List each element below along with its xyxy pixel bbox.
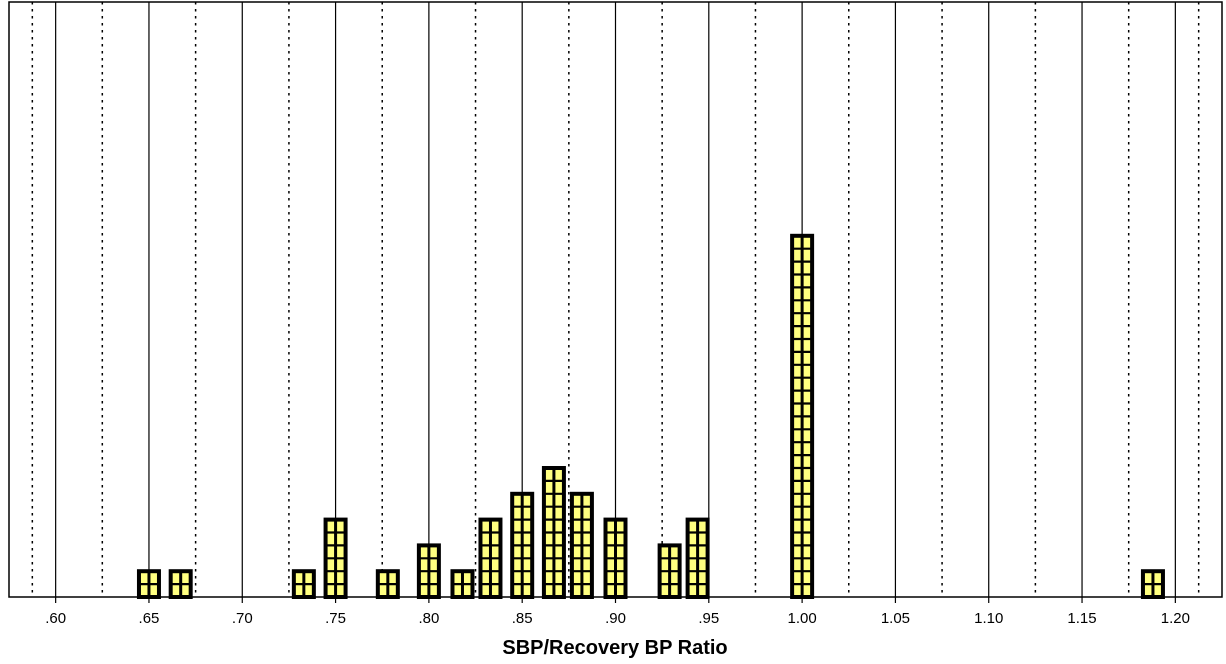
x-tick-label: .80	[418, 610, 439, 627]
x-tick-label: .75	[325, 610, 346, 627]
dot-stack	[291, 569, 316, 600]
x-tick-label: .95	[698, 610, 719, 627]
dot-stack	[450, 569, 475, 600]
x-tick-label: .70	[232, 610, 253, 627]
dot-stack	[323, 517, 348, 599]
dot-stack	[168, 569, 193, 600]
x-axis-title: SBP/Recovery BP Ratio	[502, 637, 727, 659]
dot-stack	[685, 517, 710, 599]
x-tick-label: .65	[139, 610, 160, 627]
dot-stack	[569, 491, 594, 599]
dot-stack	[603, 517, 628, 599]
dot-stack	[375, 569, 400, 600]
x-tick-label: .60	[45, 610, 66, 627]
dot-stack	[478, 517, 503, 599]
x-tick-label: 1.00	[788, 610, 817, 627]
x-tick-label: 1.15	[1067, 610, 1096, 627]
dot-stacks	[136, 233, 1165, 600]
minor-gridlines	[31, 2, 1200, 597]
dot-stack	[1140, 569, 1165, 600]
dot-stack	[541, 466, 566, 599]
dot-stack	[790, 233, 815, 600]
x-tick-label: 1.05	[881, 610, 910, 627]
x-tick-label: 1.10	[974, 610, 1003, 627]
dot-stack	[510, 491, 535, 599]
dot-stack	[416, 543, 441, 600]
dot-stack	[657, 543, 682, 600]
x-axis-ticks: .60 .65 .70 .75 .80 .85 .90 .95 1.00 1.05 1.10 1.15…	[45, 597, 1190, 627]
x-tick-label: 1.20	[1161, 610, 1190, 627]
dot-stack	[136, 569, 161, 600]
x-tick-label: .85	[512, 610, 533, 627]
x-tick-label: .90	[605, 610, 626, 627]
